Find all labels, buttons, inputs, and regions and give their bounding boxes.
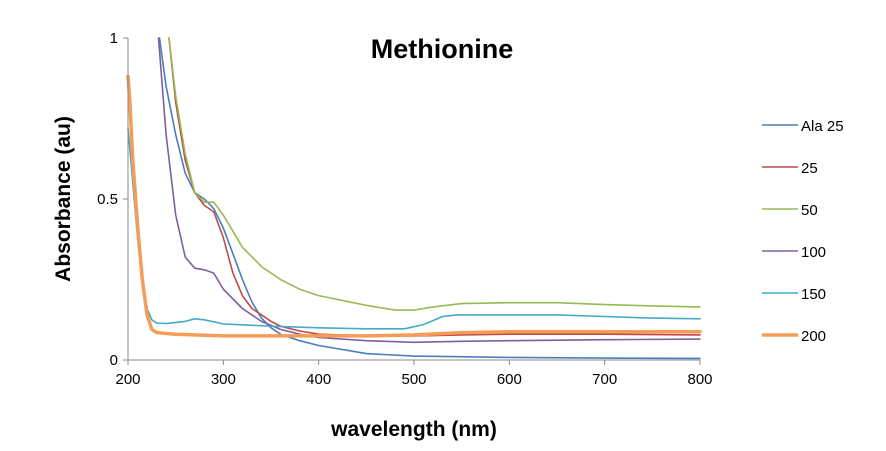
x-tick-label: 200 bbox=[115, 371, 140, 388]
ticks-layer: 200 300 400 500 600 700 800 0 0.5 1 bbox=[97, 30, 712, 388]
y-tick-label: 0 bbox=[110, 352, 118, 369]
x-axis-title: wavelength (nm) bbox=[330, 418, 497, 441]
y-tick-label: 0.5 bbox=[97, 191, 118, 208]
chart-title: Methionine bbox=[371, 34, 514, 64]
series-line-25 bbox=[168, 37, 701, 337]
x-tick-label: 500 bbox=[401, 371, 426, 388]
legend-label: Ala 25 bbox=[801, 118, 844, 135]
x-tick-label: 700 bbox=[592, 371, 617, 388]
x-tick-label: 400 bbox=[306, 371, 331, 388]
y-tick-label: 1 bbox=[110, 30, 118, 47]
axes-layer bbox=[127, 38, 700, 361]
series-line-ala-25 bbox=[158, 37, 701, 360]
series-line-50 bbox=[168, 37, 701, 311]
series-line-100 bbox=[157, 37, 701, 344]
legend: Ala 25 25 50 100 150 200 bbox=[762, 118, 844, 345]
legend-label: 50 bbox=[801, 202, 818, 219]
legend-label: 200 bbox=[801, 328, 826, 345]
series-line-200 bbox=[126, 74, 702, 338]
legend-label: 150 bbox=[801, 286, 826, 303]
series-layer bbox=[126, 37, 702, 360]
series-line-150 bbox=[127, 127, 701, 330]
x-tick-label: 300 bbox=[211, 371, 236, 388]
x-tick-label: 600 bbox=[497, 371, 522, 388]
legend-label: 100 bbox=[801, 244, 826, 261]
y-axis-title: Absorbance (au) bbox=[52, 116, 75, 282]
legend-label: 25 bbox=[801, 160, 818, 177]
x-tick-label: 800 bbox=[687, 371, 712, 388]
